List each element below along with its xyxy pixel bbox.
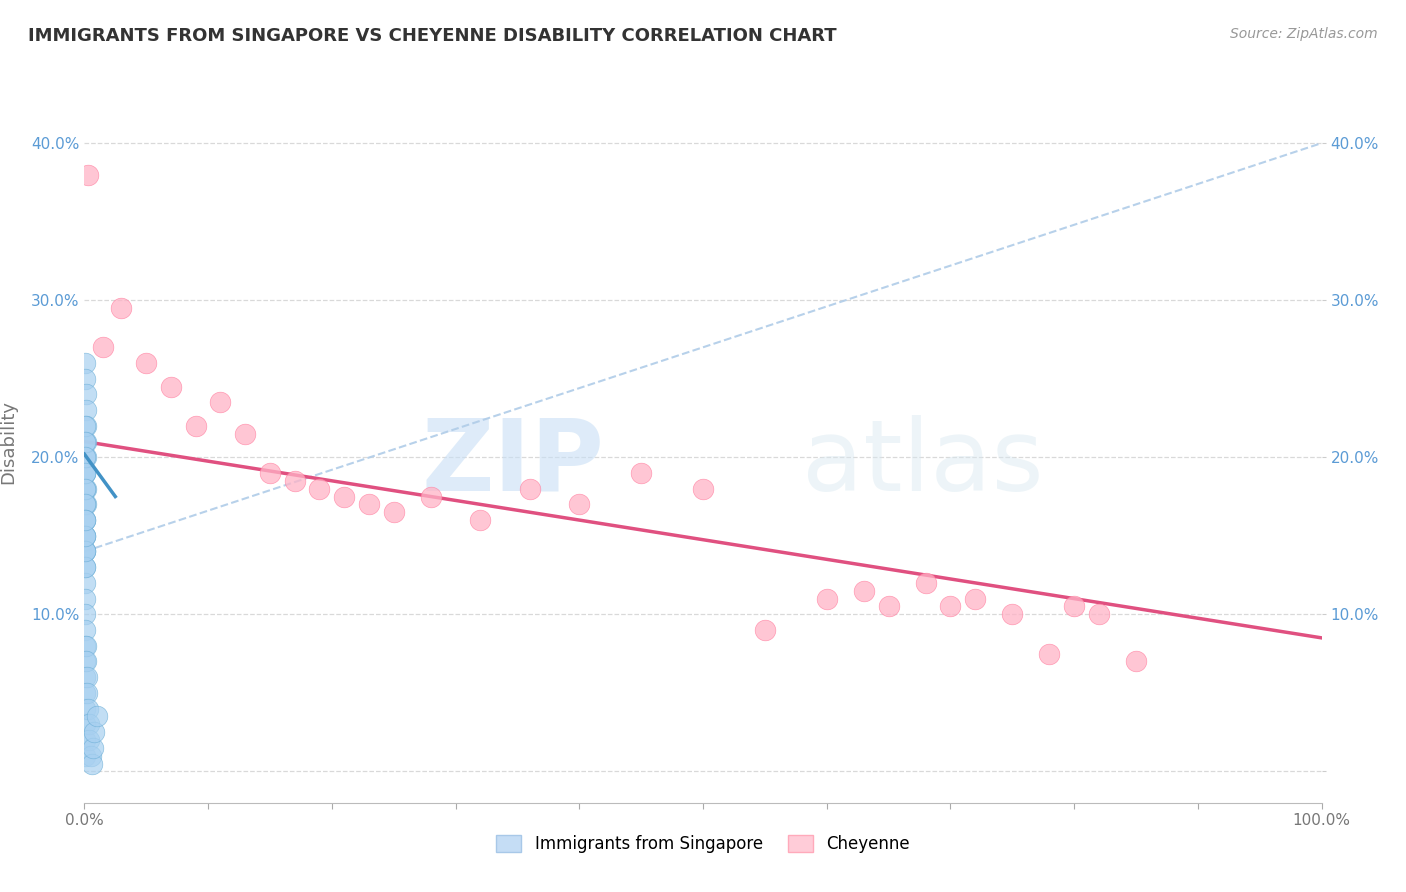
Point [75, 434, 97, 449]
Point [692, 482, 714, 496]
Point [75, 418, 97, 433]
Point [259, 466, 281, 480]
Point [333, 490, 356, 504]
Point [75, 639, 97, 653]
Point [73, 701, 96, 715]
Point [877, 599, 900, 614]
Point [73, 544, 96, 558]
Point [75, 466, 97, 480]
Point [1088, 607, 1111, 622]
Point [86, 709, 108, 723]
Point [83, 725, 105, 739]
Legend: Immigrants from Singapore, Cheyenne: Immigrants from Singapore, Cheyenne [489, 828, 917, 860]
Point [75, 434, 97, 449]
Point [939, 599, 962, 614]
Point [73, 434, 96, 449]
Point [1125, 655, 1147, 669]
Point [73, 655, 96, 669]
Point [308, 482, 330, 496]
Point [76, 686, 98, 700]
Text: IMMIGRANTS FROM SINGAPORE VS CHEYENNE DISABILITY CORRELATION CHART: IMMIGRANTS FROM SINGAPORE VS CHEYENNE DI… [28, 27, 837, 45]
Point [568, 497, 591, 511]
Point [233, 426, 256, 441]
Point [135, 356, 157, 370]
Text: Source: ZipAtlas.com: Source: ZipAtlas.com [1230, 27, 1378, 41]
Point [519, 482, 541, 496]
Point [73, 356, 96, 370]
Point [75, 544, 97, 558]
Point [1063, 599, 1085, 614]
Point [77, 717, 100, 731]
Text: ZIP: ZIP [422, 415, 605, 512]
Point [75, 529, 97, 543]
Point [79, 733, 101, 747]
Point [470, 513, 492, 527]
Point [75, 403, 97, 417]
Point [91, 340, 114, 354]
Point [73, 544, 96, 558]
Point [73, 717, 96, 731]
Point [73, 686, 96, 700]
Point [73, 450, 96, 465]
Point [914, 575, 936, 590]
Point [284, 474, 307, 488]
Point [75, 497, 97, 511]
Point [75, 387, 97, 401]
Point [75, 450, 97, 465]
Point [815, 591, 838, 606]
Point [75, 655, 97, 669]
Point [73, 575, 96, 590]
Point [160, 379, 183, 393]
Point [73, 623, 96, 637]
Point [73, 670, 96, 684]
Point [82, 740, 104, 755]
Point [73, 513, 96, 527]
Point [73, 497, 96, 511]
Point [73, 529, 96, 543]
Point [110, 301, 132, 315]
Point [73, 466, 96, 480]
Point [852, 583, 875, 598]
Point [75, 482, 97, 496]
Point [75, 482, 97, 496]
Point [73, 560, 96, 574]
Point [77, 168, 100, 182]
Point [75, 466, 97, 480]
Point [75, 372, 97, 386]
Point [73, 560, 96, 574]
Point [75, 450, 97, 465]
Point [80, 756, 103, 771]
Point [73, 733, 96, 747]
Point [357, 497, 380, 511]
Point [73, 639, 96, 653]
Point [1038, 647, 1060, 661]
Point [630, 466, 652, 480]
Point [79, 748, 101, 763]
Point [184, 418, 207, 433]
Point [965, 591, 987, 606]
Point [73, 497, 96, 511]
Point [73, 513, 96, 527]
Point [73, 418, 96, 433]
Point [77, 701, 100, 715]
Point [73, 513, 96, 527]
Text: atlas: atlas [801, 415, 1043, 512]
Point [73, 591, 96, 606]
Point [73, 529, 96, 543]
Point [754, 623, 776, 637]
Point [209, 395, 232, 409]
Point [76, 670, 98, 684]
Point [1001, 607, 1024, 622]
Point [382, 505, 405, 519]
Y-axis label: Disability: Disability [0, 400, 17, 483]
Point [73, 748, 96, 763]
Point [419, 490, 441, 504]
Point [73, 482, 96, 496]
Point [73, 607, 96, 622]
